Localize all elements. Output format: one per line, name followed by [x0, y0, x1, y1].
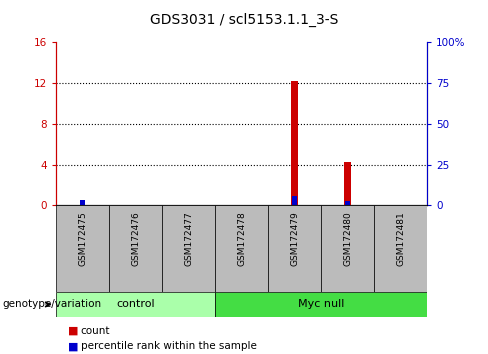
Text: GSM172477: GSM172477 [184, 211, 193, 266]
Text: GSM172476: GSM172476 [131, 211, 140, 266]
Text: count: count [81, 326, 110, 336]
Bar [215, 205, 268, 292]
Bar [346, 201, 349, 205]
Text: Myc null: Myc null [298, 299, 344, 309]
Text: GSM172478: GSM172478 [237, 211, 246, 266]
Bar [56, 292, 215, 317]
Bar [291, 81, 298, 205]
Bar [215, 292, 427, 317]
Bar [345, 161, 351, 205]
Text: GSM172475: GSM172475 [78, 211, 87, 266]
Bar [268, 205, 321, 292]
Bar [321, 205, 374, 292]
Text: GSM172481: GSM172481 [396, 211, 405, 266]
Bar [56, 205, 109, 292]
Text: GSM172480: GSM172480 [343, 211, 352, 266]
Text: percentile rank within the sample: percentile rank within the sample [81, 341, 256, 351]
Bar [162, 205, 215, 292]
Text: ■: ■ [68, 326, 79, 336]
Bar [109, 205, 162, 292]
Text: GDS3031 / scl5153.1.1_3-S: GDS3031 / scl5153.1.1_3-S [150, 12, 338, 27]
Text: ■: ■ [68, 341, 79, 351]
Text: GSM172479: GSM172479 [290, 211, 299, 266]
Bar [81, 200, 85, 205]
Bar [374, 205, 427, 292]
Bar [292, 195, 297, 205]
Text: control: control [116, 299, 155, 309]
Text: genotype/variation: genotype/variation [2, 299, 102, 309]
